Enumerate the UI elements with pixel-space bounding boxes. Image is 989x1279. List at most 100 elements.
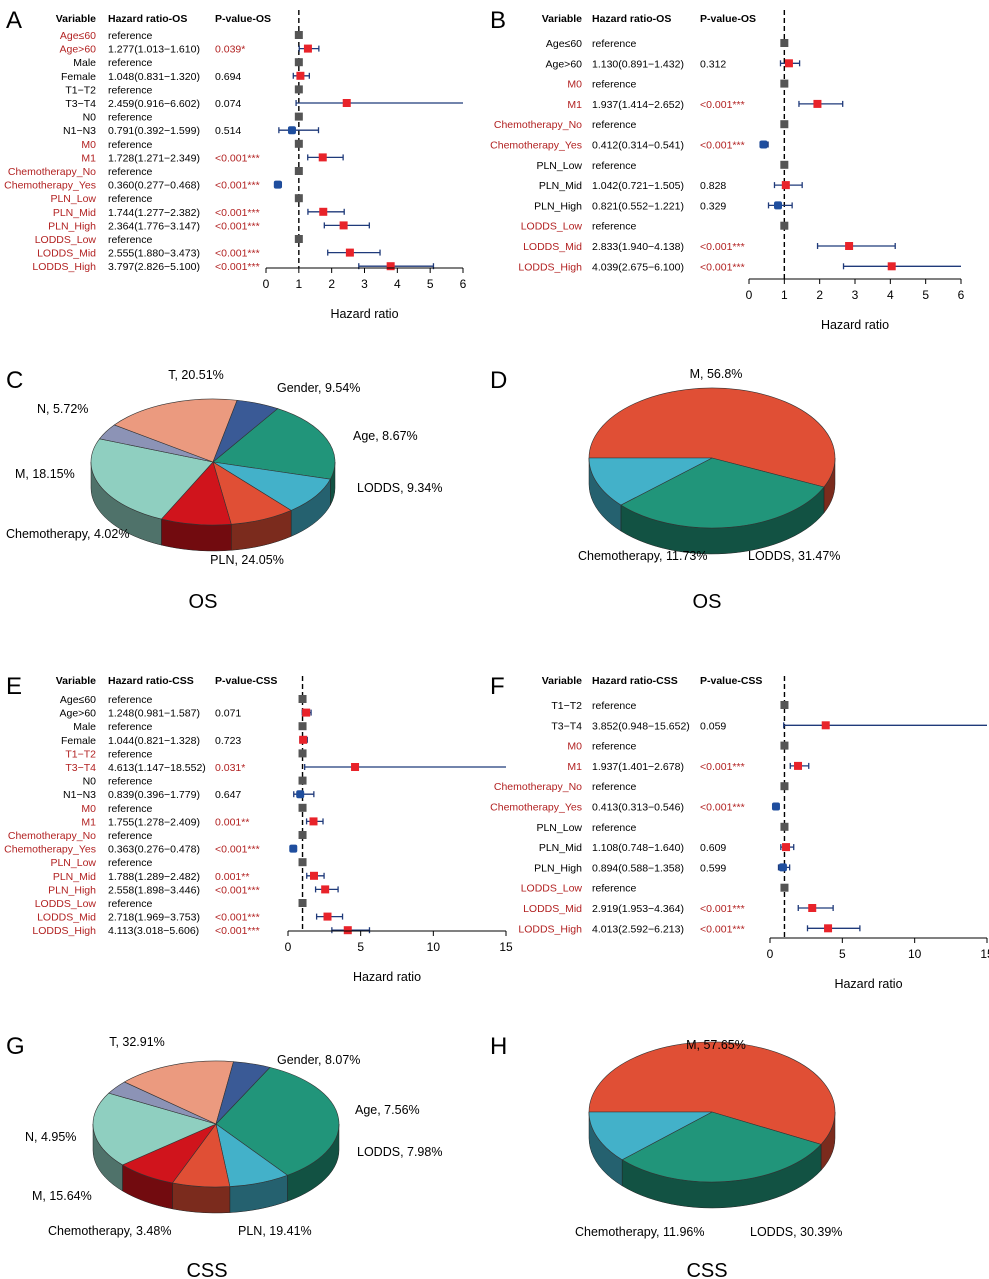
row-label: PLN_High <box>534 200 582 212</box>
row-label: PLN_High <box>48 884 96 896</box>
row-hazard-ratio: 2.555(1.880−3.473) <box>108 248 200 260</box>
row-label: LODDS_High <box>32 261 96 273</box>
pie-caption: OS <box>189 591 218 613</box>
row-p-value: <0.001*** <box>215 884 260 896</box>
row-label: M0 <box>567 79 582 91</box>
pie-label-n: N, 5.72% <box>37 402 88 416</box>
pie-label-chemotherapy: Chemotherapy, 11.73% <box>578 549 707 563</box>
row-label: LODDS_High <box>518 261 582 273</box>
row-label: LODDS_Mid <box>37 248 96 260</box>
forest-panel-e: E Variable Hazard ratio-CSS P-value-CSS Age≤… <box>4 673 513 984</box>
header-p-value: P-value-CSS <box>700 675 762 687</box>
row-hazard-ratio: reference <box>592 700 637 712</box>
row-hazard-ratio: 2.558(1.898−3.446) <box>108 884 200 896</box>
row-hazard-ratio: reference <box>108 776 153 788</box>
row-label: M1 <box>81 816 96 828</box>
panel-letter: B <box>490 7 506 34</box>
hazard-ratio-point <box>310 817 318 825</box>
x-tick-label: 15 <box>499 940 513 954</box>
row-hazard-ratio: reference <box>592 781 637 793</box>
x-tick-label: 10 <box>908 947 922 961</box>
pie-label-lodds: LODDS, 31.47% <box>748 549 840 563</box>
hazard-ratio-point <box>888 262 896 270</box>
x-tick-label: 3 <box>361 277 368 291</box>
reference-marker <box>299 804 307 812</box>
x-axis-label: Hazard ratio <box>330 307 398 321</box>
row-hazard-ratio: 1.048(0.831−1.320) <box>108 71 200 83</box>
row-p-value: 0.694 <box>215 71 241 83</box>
row-p-value: 0.723 <box>215 735 241 747</box>
row-p-value: <0.001*** <box>700 903 745 915</box>
row-label: PLN_Mid <box>53 207 96 219</box>
hazard-ratio-point <box>321 885 329 893</box>
pie-side-age <box>172 1183 229 1213</box>
panel-letter: H <box>490 1033 507 1060</box>
row-p-value: 0.312 <box>700 58 726 70</box>
row-label: Age≤60 <box>546 38 582 50</box>
row-p-value: <0.001*** <box>700 923 745 935</box>
row-label: LODDS_Mid <box>37 912 96 924</box>
row-hazard-ratio: 1.044(0.821−1.328) <box>108 735 200 747</box>
row-p-value: <0.001*** <box>215 912 260 924</box>
reference-marker <box>295 140 303 148</box>
row-label: Chemotherapy_Yes <box>490 140 582 152</box>
row-p-value: <0.001*** <box>700 241 745 253</box>
row-label: Age≤60 <box>60 30 96 42</box>
row-label: M0 <box>81 139 96 151</box>
row-label: Male <box>73 57 96 69</box>
row-hazard-ratio: reference <box>108 193 153 205</box>
pie-label-age: Age, 7.56% <box>355 1103 420 1117</box>
figure-canvas: A Variable Hazard ratio-OS P-value-OSAge≤60… <box>0 0 989 1279</box>
row-hazard-ratio: 0.839(0.396−1.779) <box>108 789 200 801</box>
row-hazard-ratio: 1.248(0.981−1.587) <box>108 708 200 720</box>
row-p-value: <0.001*** <box>215 152 260 164</box>
header-hazard-ratio: Hazard ratio-OS <box>108 13 187 25</box>
row-p-value: <0.001*** <box>215 844 260 856</box>
reference-marker <box>780 120 788 128</box>
reference-marker <box>295 113 303 121</box>
row-label: LODDS_Low <box>521 883 583 895</box>
row-label: Age≤60 <box>60 694 96 706</box>
row-hazard-ratio: 0.894(0.588−1.358) <box>592 862 684 874</box>
panel-letter: F <box>490 673 505 700</box>
pie-label-m: M, 18.15% <box>15 467 75 481</box>
row-label: T3−T4 <box>551 720 582 732</box>
row-p-value: <0.001*** <box>700 99 745 111</box>
row-hazard-ratio: 0.791(0.392−1.599) <box>108 125 200 137</box>
row-hazard-ratio: 1.277(1.013−1.610) <box>108 44 200 56</box>
row-hazard-ratio: 1.042(0.721−1.505) <box>592 180 684 192</box>
row-hazard-ratio: reference <box>108 57 153 69</box>
row-hazard-ratio: 1.937(1.414−2.652) <box>592 99 684 111</box>
row-label: PLN_Low <box>50 193 96 205</box>
row-hazard-ratio: 1.744(1.277−2.382) <box>108 207 200 219</box>
reference-marker <box>295 194 303 202</box>
row-p-value: 0.599 <box>700 862 726 874</box>
x-tick-label: 5 <box>839 947 846 961</box>
reference-marker <box>780 823 788 831</box>
pie-label-pln: PLN, 19.41% <box>238 1224 312 1238</box>
row-label: PLN_Mid <box>53 871 96 883</box>
row-hazard-ratio: 4.613(1.147−18.552) <box>108 762 206 774</box>
row-hazard-ratio: 1.130(0.891−1.432) <box>592 58 684 70</box>
row-p-value: 0.828 <box>700 180 726 192</box>
row-label: T1−T2 <box>65 84 96 96</box>
row-label: Age>60 <box>60 708 97 720</box>
reference-marker <box>780 39 788 47</box>
row-p-value: <0.001*** <box>215 248 260 260</box>
x-tick-label: 10 <box>427 940 441 954</box>
reference-marker <box>780 701 788 709</box>
row-label: Female <box>61 71 96 83</box>
row-p-value: 0.071 <box>215 708 241 720</box>
hazard-ratio-point <box>302 709 310 717</box>
x-tick-label: 4 <box>394 277 401 291</box>
row-label: LODDS_Low <box>521 221 583 233</box>
row-hazard-ratio: reference <box>592 883 637 895</box>
pie-caption: OS <box>693 591 722 613</box>
row-label: PLN_High <box>48 220 96 232</box>
x-axis-label: Hazard ratio <box>821 318 889 332</box>
row-label: LODDS_Low <box>35 234 97 246</box>
row-p-value: <0.001*** <box>215 261 260 273</box>
row-p-value: 0.039* <box>215 44 245 56</box>
row-hazard-ratio: 3.797(2.826−5.100) <box>108 261 200 273</box>
hazard-ratio-point <box>813 100 821 108</box>
